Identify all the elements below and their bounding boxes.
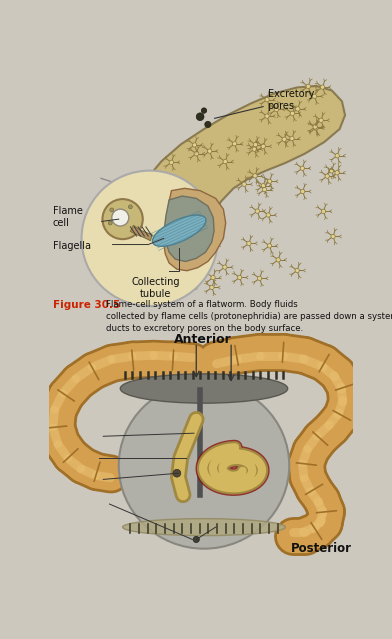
- Circle shape: [247, 242, 251, 245]
- Circle shape: [265, 114, 269, 118]
- Circle shape: [274, 107, 278, 112]
- Polygon shape: [131, 226, 152, 241]
- Circle shape: [312, 94, 317, 98]
- Circle shape: [296, 107, 300, 111]
- Polygon shape: [111, 86, 345, 291]
- Circle shape: [108, 221, 112, 225]
- Circle shape: [210, 285, 214, 289]
- Circle shape: [110, 208, 114, 212]
- Circle shape: [112, 209, 129, 226]
- Text: Flagella: Flagella: [53, 241, 91, 251]
- Text: Flame
cell: Flame cell: [53, 206, 83, 228]
- Circle shape: [232, 142, 237, 146]
- Text: Posterior: Posterior: [291, 542, 352, 555]
- Circle shape: [253, 142, 258, 147]
- Circle shape: [330, 169, 334, 173]
- Circle shape: [238, 275, 242, 280]
- Text: Figure 30.5: Figure 30.5: [53, 300, 120, 310]
- Ellipse shape: [120, 374, 288, 403]
- Circle shape: [223, 265, 227, 269]
- Circle shape: [211, 234, 215, 238]
- Circle shape: [301, 189, 305, 194]
- Circle shape: [267, 243, 272, 248]
- Circle shape: [331, 235, 335, 238]
- Circle shape: [255, 209, 260, 213]
- Circle shape: [253, 174, 257, 178]
- Circle shape: [185, 206, 189, 211]
- Circle shape: [205, 121, 211, 128]
- Ellipse shape: [152, 215, 206, 246]
- Text: Excretory
pores: Excretory pores: [268, 89, 314, 111]
- Circle shape: [102, 199, 143, 239]
- Circle shape: [201, 108, 207, 113]
- Circle shape: [196, 113, 204, 121]
- Circle shape: [265, 98, 269, 102]
- Circle shape: [211, 275, 215, 280]
- Circle shape: [193, 536, 200, 543]
- Circle shape: [295, 268, 299, 273]
- Circle shape: [192, 142, 197, 147]
- Circle shape: [252, 147, 256, 151]
- Text: Anterior: Anterior: [174, 333, 231, 346]
- Circle shape: [223, 160, 227, 164]
- Circle shape: [300, 166, 305, 171]
- Circle shape: [261, 183, 265, 188]
- Circle shape: [306, 84, 310, 89]
- Circle shape: [325, 174, 329, 178]
- Circle shape: [335, 153, 339, 158]
- Circle shape: [258, 276, 262, 281]
- Polygon shape: [165, 196, 214, 261]
- Circle shape: [314, 126, 318, 130]
- Circle shape: [320, 85, 325, 89]
- Ellipse shape: [123, 519, 285, 535]
- Circle shape: [82, 171, 218, 306]
- Circle shape: [313, 125, 317, 129]
- Circle shape: [207, 149, 212, 153]
- Circle shape: [207, 204, 211, 209]
- Circle shape: [127, 204, 131, 209]
- Circle shape: [129, 205, 132, 209]
- Text: Flame-cell system of a flatworm. Body fluids
collected by flame cells (protoneph: Flame-cell system of a flatworm. Body fl…: [105, 300, 392, 332]
- Circle shape: [140, 204, 144, 208]
- Text: Collecting
tubule: Collecting tubule: [132, 277, 180, 299]
- Circle shape: [276, 258, 280, 262]
- Circle shape: [319, 118, 323, 123]
- Circle shape: [290, 136, 294, 141]
- Circle shape: [266, 213, 270, 217]
- Circle shape: [214, 212, 218, 216]
- Circle shape: [169, 160, 174, 164]
- Circle shape: [267, 179, 272, 183]
- Circle shape: [321, 209, 326, 213]
- Ellipse shape: [119, 382, 289, 549]
- Circle shape: [194, 151, 198, 156]
- Circle shape: [282, 137, 287, 141]
- Circle shape: [163, 202, 167, 206]
- Circle shape: [210, 243, 214, 247]
- Circle shape: [173, 470, 181, 477]
- Circle shape: [261, 144, 265, 148]
- Circle shape: [290, 111, 294, 116]
- Circle shape: [242, 182, 246, 187]
- Circle shape: [335, 171, 339, 175]
- Circle shape: [262, 187, 267, 192]
- Circle shape: [176, 183, 180, 187]
- Polygon shape: [164, 189, 226, 271]
